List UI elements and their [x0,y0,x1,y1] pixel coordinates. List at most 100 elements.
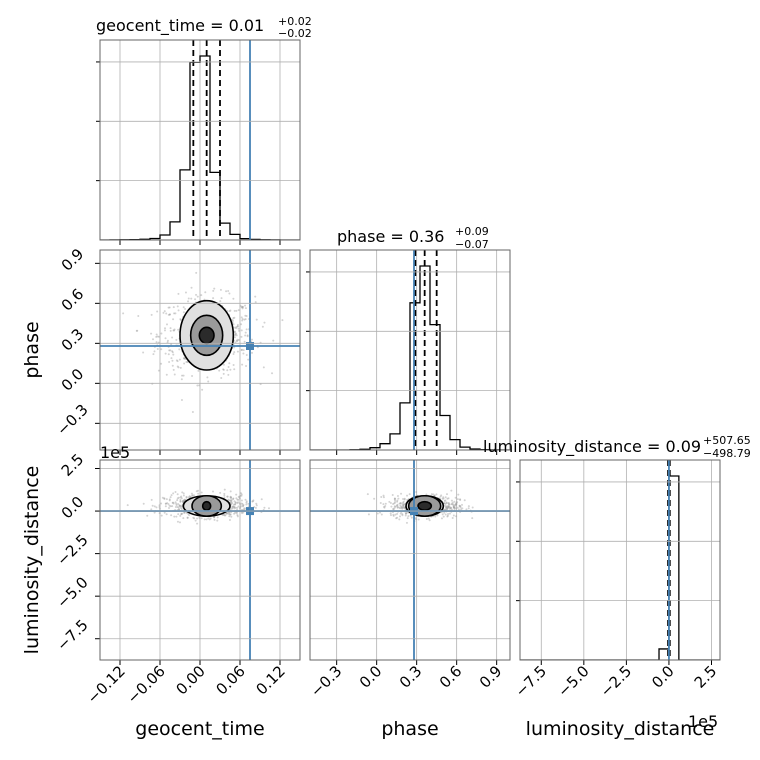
scatter-point [454,503,457,506]
scatter-point [446,506,449,509]
scatter-point [245,354,248,357]
scatter-point [173,329,176,332]
scatter-point [382,503,385,506]
scatter-point [442,515,445,518]
scatter-point [231,505,234,508]
scatter-point [451,516,454,519]
scatter-point [455,503,458,506]
title-median-phase: 0.36 [409,227,445,246]
scatter-point [185,495,188,498]
scatter-point [232,503,235,506]
scatter-point [436,514,439,517]
scatter-point [241,305,244,308]
scatter-point [171,350,174,353]
plot-area-2-2 [520,460,720,660]
scatter-point [430,493,433,496]
scatter-point [156,347,159,350]
scatter-point [230,515,233,518]
scatter-point [207,380,210,383]
scatter-point [246,335,249,338]
scatter-point [396,503,399,506]
xlabel-luminosity-distance: luminosity_distance [526,718,715,740]
scatter-point [242,352,245,355]
scatter-point [449,507,452,510]
scatter-point [174,312,177,315]
scatter-point [197,369,200,372]
scatter-point [453,507,456,510]
scatter-point [222,368,225,371]
scatter-point [162,311,165,314]
scatter-point [254,506,257,509]
scatter-point [455,502,458,505]
scatter-point [238,496,241,499]
scatter-point [180,512,183,515]
scatter-point [234,503,237,506]
scatter-point [196,384,199,387]
scatter-point [457,508,460,511]
scatter-point [233,506,236,509]
scatter-point [240,306,243,309]
scatter-point [200,517,203,520]
scatter-point [456,501,459,504]
scatter-point [242,349,245,352]
scatter-point [176,499,179,502]
scatter-point [240,348,243,351]
scatter-point [191,375,194,378]
scatter-point [444,499,447,502]
scatter-point [445,507,448,510]
scatter-point [236,340,239,343]
scatter-point [444,502,447,505]
title-param-geocent-time: geocent_time [96,16,205,36]
scatter-point [454,504,457,507]
scatter-point [175,338,178,341]
scatter-point [396,506,399,509]
scatter-point [173,312,176,315]
scatter-point [239,492,242,495]
scatter-point [182,311,185,314]
scatter-point [233,336,236,339]
scatter-point [178,358,181,361]
scatter-point [226,495,229,498]
scatter-point [393,497,396,500]
scatter-point [245,501,248,504]
scatter-point [201,388,204,391]
scatter-point [428,519,431,522]
scatter-point [135,329,138,332]
panel-phase-vs-phase [306,249,511,455]
scatter-point [402,505,405,508]
scatter-point [155,333,158,336]
scatter-point [235,512,238,515]
scatter-point [367,513,370,516]
scatter-point [453,500,456,503]
scatter-point [396,512,399,515]
scatter-point [240,316,243,319]
scatter-point [178,504,181,507]
scatter-point [234,334,237,337]
scatter-point [232,505,235,508]
scatter-point [177,496,180,499]
scatter-point [450,503,453,506]
scatter-point [229,309,232,312]
scatter-point [161,496,164,499]
title-plus-geocent-time: +0.02 [278,15,312,28]
scatter-point [457,493,460,496]
scatter-point [187,496,190,499]
scatter-point [171,364,174,367]
title-plus-luminosity-distance: +507.65 [703,434,751,447]
scatter-point [151,504,154,507]
scatter-point [452,514,455,517]
scatter-point [403,503,406,506]
scatter-point [237,495,240,498]
scatter-point [406,511,409,514]
scatter-point [182,492,185,495]
scatter-point [445,505,448,508]
scatter-point [198,384,201,387]
scatter-point [160,348,163,351]
scatter-point [179,319,182,322]
scatter-point [172,368,175,371]
scatter-point [196,295,199,298]
panel-frame [309,249,511,451]
scatter-point [240,494,243,497]
scatter-point [176,520,179,523]
scatter-point [230,499,233,502]
